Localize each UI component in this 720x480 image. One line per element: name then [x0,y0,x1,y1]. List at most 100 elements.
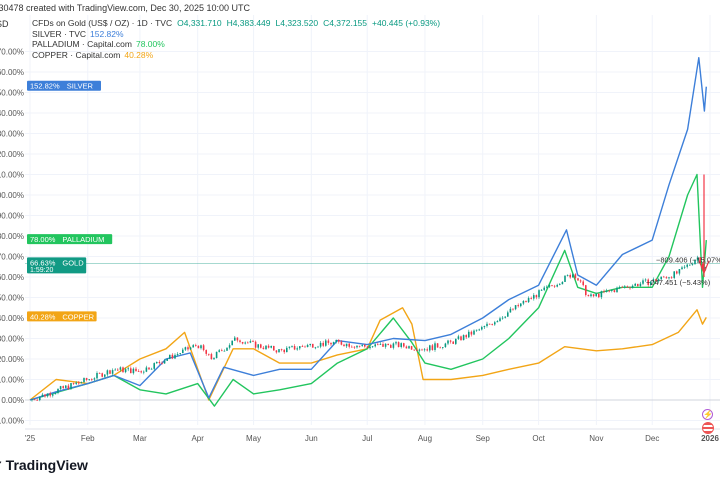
gold-candle [681,267,683,270]
y-tick-label: 30.00% [0,335,24,344]
gold-candle [546,286,548,288]
us-flag-icon[interactable] [702,422,714,434]
gold-candle [670,277,673,279]
legend-item-silver[interactable]: SILVER · TVC 152.82% [32,29,440,40]
gold-candle [41,394,44,398]
gold-candle [574,274,577,279]
gold-candle [426,349,428,351]
gold-candle [176,353,179,355]
y-tick-label: -10.00% [0,417,24,426]
gold-candle [85,378,88,380]
gold-candle [119,367,122,370]
gold-candle [436,343,439,348]
gold-candle [699,257,701,264]
lightning-icon[interactable]: ⚡ [702,409,713,420]
gold-candle [605,290,608,292]
gold-candle [345,343,348,347]
gold-candle [379,344,382,345]
gold-candle [626,286,629,288]
gold-candle [618,286,621,288]
gold-candle [335,339,337,343]
gold-candle [364,344,366,347]
gold-candle [241,341,244,344]
gold-candle [218,350,220,352]
legend-label: COPPER · Capital.com [32,49,121,60]
gold-candle [33,399,36,401]
gold-candle [423,349,426,351]
gold-candle [252,341,254,342]
gold-candle [397,342,400,348]
price-badge-bg [27,257,87,274]
gold-candle [247,342,249,344]
gold-candle [660,276,662,280]
gold-candle [265,345,267,350]
gold-candle [293,346,296,350]
gold-candle [694,260,696,265]
gold-candle [286,347,288,353]
gold-candle [514,305,517,310]
gold-candle [215,351,218,359]
gold-candle [686,264,688,267]
y-tick-label: 150.00% [0,89,24,98]
gold-candle [460,336,462,341]
x-tick-label: Dec [645,434,659,443]
gold-candle [88,379,90,381]
x-tick-label: 2026 [701,434,719,443]
legend-high: H4,383.449 [226,18,271,28]
gold-candle [283,349,285,353]
gold-candle [387,343,389,346]
gold-candle [348,343,350,347]
gold-candle [592,294,595,297]
gold-candle [410,346,413,350]
gold-candle [65,385,67,388]
gold-candle [106,370,109,375]
gold-candle [624,286,626,288]
x-tick-label: Oct [532,434,545,443]
gold-candle [447,340,449,344]
gold-candle [457,336,460,339]
legend-item-palladium[interactable]: PALLADIUM · Capital.com 78.00% [32,39,440,50]
gold-candle [343,344,345,347]
y-tick-label: 160.00% [0,68,24,77]
gold-candle [319,342,322,347]
gold-candle [197,345,200,349]
gold-candle [449,340,452,342]
gold-candle [231,340,233,346]
gold-candle [504,316,506,318]
gold-candle [462,335,465,341]
price-badge-value: 40.28% [30,312,56,321]
gold-candle [57,389,59,393]
series-name-badge: SILVER [67,82,94,91]
y-tick-label: 50.00% [0,294,24,303]
gold-candle [408,346,410,349]
gold-candle [254,341,257,348]
gold-candle [270,345,272,348]
gold-candle [595,293,597,297]
gold-candle [494,322,496,325]
gold-candle [639,283,642,287]
tradingview-logo[interactable]: ⁷ TradingView [0,457,88,473]
gold-candle [275,350,278,353]
gold-candle [163,360,166,364]
gold-candle [603,291,605,293]
gold-candle [322,342,324,346]
gold-candle [517,305,519,307]
gold-candle [135,368,137,372]
gold-candle [566,274,569,276]
gold-candle [124,369,127,373]
gold-candle [205,350,207,354]
gold-candle [468,331,470,338]
legend-label: SILVER · TVC [32,28,87,39]
legend-item-copper[interactable]: COPPER · Capital.com 40.28% [32,50,440,61]
y-tick-label: 90.00% [0,212,24,221]
gold-candle [96,372,98,379]
annotation-measure: −247.451 (−5.43%) [646,278,711,287]
legend-main[interactable]: CFDs on Gold (US$ / OZ) · 1D · TVC O4,331… [32,18,440,29]
gold-candle [473,330,475,335]
gold-candle [369,346,371,349]
gold-candle [631,285,634,289]
gold-candle [374,344,376,347]
gold-candle [44,394,46,397]
gold-candle [522,301,525,304]
